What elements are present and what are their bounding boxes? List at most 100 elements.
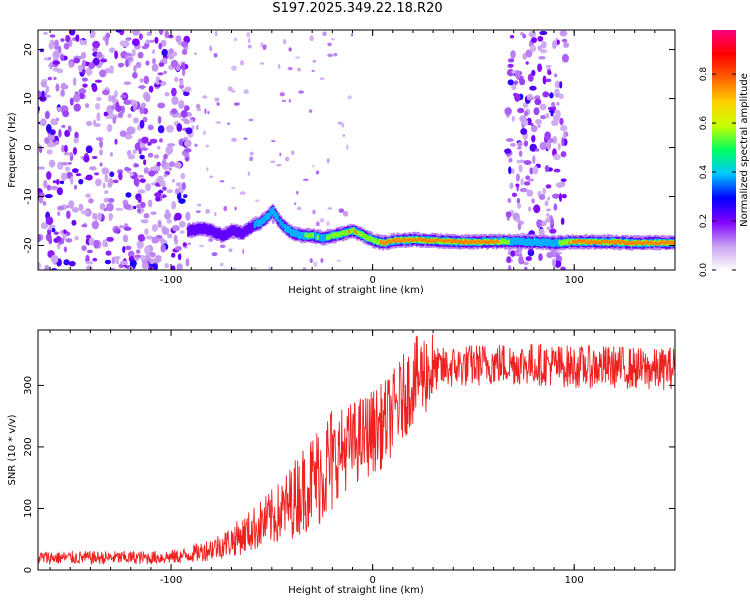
noise-blob [227, 122, 230, 125]
noise-blob [55, 235, 62, 243]
signal-cell [224, 229, 227, 240]
noise-blob [207, 110, 210, 115]
noise-blob [155, 76, 161, 85]
signal-cell [389, 240, 392, 244]
signal-cell [380, 241, 383, 245]
signal-cell [391, 238, 394, 242]
noise-blob [525, 49, 533, 58]
noise-blob [243, 137, 248, 140]
signal-cell [621, 240, 624, 244]
noise-blob [145, 253, 151, 262]
signal-cell [192, 224, 195, 235]
signal-cell [527, 237, 530, 245]
noise-blob [234, 206, 237, 211]
signal-cell [652, 241, 656, 245]
noise-blob [158, 238, 166, 243]
colorbar-tick-label: 0.2 [699, 214, 709, 228]
noise-blob [529, 85, 537, 91]
noise-blob [54, 45, 60, 50]
noise-blob [509, 34, 515, 39]
noise-blob [196, 108, 202, 112]
noise-blob [114, 255, 121, 260]
noise-blob [71, 206, 79, 213]
noise-blob [519, 78, 526, 86]
noise-blob [525, 61, 529, 65]
noise-blob [145, 183, 152, 192]
signal-cell [379, 239, 382, 244]
noise-blob [546, 140, 552, 150]
noise-blob [96, 51, 103, 59]
signal-cell [579, 240, 582, 246]
noise-blob [270, 160, 276, 163]
noise-blob [84, 193, 92, 198]
signal-cell [314, 232, 317, 240]
noise-blob [95, 103, 101, 110]
signal-cell [404, 238, 408, 242]
noise-blob [279, 92, 285, 97]
noise-blob [545, 184, 552, 189]
signal-cell [433, 239, 437, 243]
noise-blob [539, 103, 547, 111]
noise-blob [562, 132, 566, 139]
noise-blob [89, 30, 96, 39]
noise-blob [93, 239, 100, 249]
noise-blob [125, 58, 129, 68]
noise-blob [547, 70, 552, 75]
signal-cell [253, 220, 256, 229]
noise-blob [511, 83, 517, 90]
signal-cell [520, 237, 524, 246]
signal-cell [321, 235, 324, 243]
noise-blob [138, 85, 146, 89]
signal-cell [332, 233, 335, 239]
noise-blob [523, 110, 529, 117]
signal-cell [663, 240, 666, 245]
signal-cell [222, 230, 225, 241]
signal-cell [383, 242, 386, 246]
noise-blob [294, 202, 297, 205]
noise-blob [63, 144, 68, 153]
signal-cell [504, 239, 507, 245]
signal-cell [498, 240, 501, 245]
y-tick-label: 20 [23, 43, 34, 56]
signal-cell [545, 238, 548, 246]
noise-blob [540, 114, 547, 120]
noise-blob [542, 91, 550, 98]
noise-blob [51, 227, 56, 233]
noise-blob [319, 218, 325, 223]
signal-cell [300, 231, 304, 240]
noise-blob [85, 265, 93, 270]
spectrogram-x-label: Height of straight line (km) [288, 285, 424, 296]
signal-cell [560, 240, 564, 246]
noise-blob [85, 103, 90, 109]
noise-blob [530, 44, 537, 53]
x-tick-label: 100 [565, 275, 584, 286]
noise-blob [519, 187, 528, 193]
signal-cell [510, 237, 513, 246]
signal-cell [577, 239, 581, 243]
noise-blob [117, 62, 124, 68]
signal-cell [464, 239, 467, 243]
noise-blob [287, 66, 293, 71]
noise-blob [49, 39, 55, 49]
signal-cell [491, 240, 495, 244]
signal-cell [633, 241, 636, 245]
signal-cell [501, 239, 504, 244]
noise-blob [48, 56, 52, 61]
signal-cell [537, 238, 541, 247]
signal-cell [326, 235, 329, 241]
y-tick-label: 300 [23, 376, 34, 395]
noise-blob [63, 42, 70, 50]
signal-cell [371, 236, 374, 242]
signal-cell [214, 227, 218, 238]
noise-blob [109, 171, 115, 178]
noise-blob [71, 219, 77, 226]
chart-title: S197.2025.349.22.18.R20 [272, 1, 443, 16]
signal-cell [651, 241, 654, 246]
signal-cell [225, 229, 229, 240]
signal-cell [494, 238, 497, 244]
noise-blob [149, 258, 155, 265]
noise-blob [156, 161, 161, 167]
noise-blob [72, 37, 76, 41]
signal-cell [374, 238, 377, 244]
noise-blob [546, 226, 552, 231]
